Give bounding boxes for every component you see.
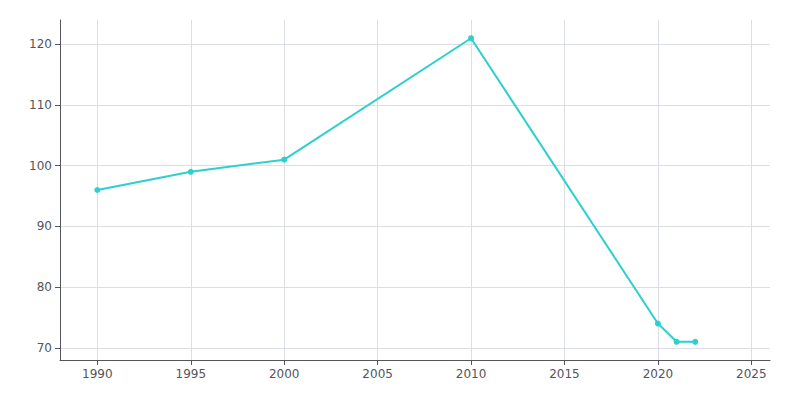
svg-text:90: 90 [37, 219, 52, 233]
svg-text:70: 70 [37, 341, 52, 355]
svg-text:2010: 2010 [456, 367, 487, 381]
svg-text:2025: 2025 [736, 367, 767, 381]
svg-text:1990: 1990 [82, 367, 113, 381]
svg-text:2000: 2000 [269, 367, 300, 381]
svg-text:120: 120 [29, 37, 52, 51]
svg-text:2020: 2020 [643, 367, 674, 381]
svg-text:2015: 2015 [549, 367, 580, 381]
svg-text:1995: 1995 [176, 367, 207, 381]
svg-text:110: 110 [29, 98, 52, 112]
svg-text:2005: 2005 [362, 367, 393, 381]
svg-text:100: 100 [29, 159, 52, 173]
svg-text:80: 80 [37, 280, 52, 294]
